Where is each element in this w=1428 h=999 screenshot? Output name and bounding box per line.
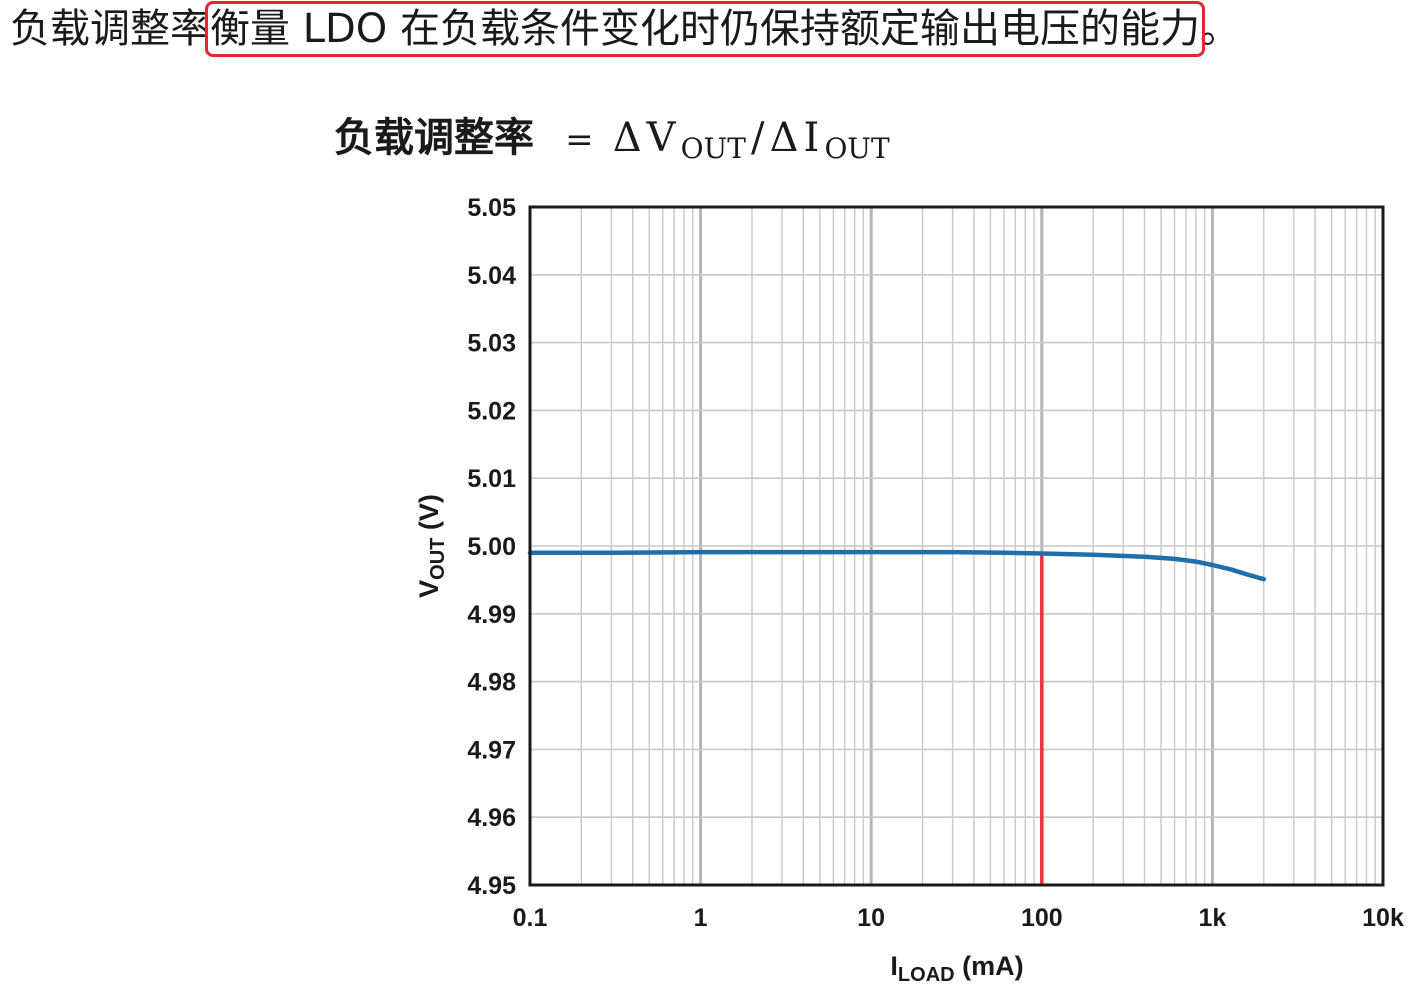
y-tick-label: 5.05	[467, 194, 516, 222]
x-axis-label: ILOAD (mA)	[890, 951, 1023, 986]
y-axis-label-sub: OUT	[427, 538, 449, 580]
y-tick-label: 4.95	[467, 872, 516, 900]
formula-slash: /	[751, 115, 765, 161]
y-tick-label: 5.01	[467, 465, 516, 493]
y-axis-label-unit: (V)	[414, 494, 444, 538]
y-tick-label: 5.00	[467, 533, 516, 561]
y-axis-label: VOUT (V)	[414, 494, 449, 598]
grid	[528, 206, 1385, 886]
formula-i-sub: OUT	[824, 132, 890, 165]
highlighted-phrase: 衡量 LDO 在负载条件变化时仍保持额定输出电压的能力	[205, 1, 1205, 57]
x-tick-label: 10	[857, 904, 885, 932]
formula-v: V	[646, 115, 677, 161]
formula-lhs: 负载调整率	[334, 115, 534, 161]
formula-delta-1: Δ	[613, 115, 642, 161]
sentence-end: 。	[1200, 6, 1240, 52]
x-tick-label: 0.1	[513, 904, 548, 932]
y-tick-label: 5.03	[467, 330, 516, 358]
formula: 负载调整率 = Δ V OUT / Δ I OUT	[334, 115, 890, 165]
x-tick-label: 1k	[1198, 904, 1226, 932]
x-tick-label: 100	[1021, 904, 1063, 932]
formula-delta-2: Δ	[770, 115, 799, 161]
y-tick-labels: 5.05 5.04 5.03 5.02 5.01 5.00 4.99 4.98 4.97 4.96…	[467, 194, 516, 900]
formula-v-sub: OUT	[681, 132, 747, 165]
y-tick-label: 4.98	[467, 669, 516, 697]
y-tick-label: 4.97	[467, 736, 516, 764]
plot-frame	[528, 205, 1385, 887]
intro-sentence: 负载调整率衡量 LDO 在负载条件变化时仍保持额定输出电压的能力。	[10, 1, 1240, 57]
formula-equals: =	[565, 120, 594, 160]
x-tick-labels: 0.1 1 10 100 1k 10k	[513, 904, 1404, 932]
x-tick-label: 10k	[1362, 904, 1404, 932]
y-tick-label: 4.96	[467, 804, 516, 832]
x-axis-label-unit: (mA)	[955, 951, 1024, 981]
y-tick-label: 5.02	[467, 397, 516, 425]
y-tick-label: 4.99	[467, 601, 516, 629]
series-layer	[527, 549, 1267, 582]
x-axis-label-main: I	[890, 951, 898, 981]
y-tick-label: 5.04	[467, 262, 516, 290]
y-axis-label-main: V	[414, 580, 444, 598]
x-axis-label-sub: LOAD	[898, 964, 955, 986]
vout-series-line	[527, 549, 1267, 582]
formula-i: I	[804, 115, 820, 161]
x-tick-label: 1	[694, 904, 708, 932]
sentence-lead: 负载调整率	[10, 6, 210, 52]
